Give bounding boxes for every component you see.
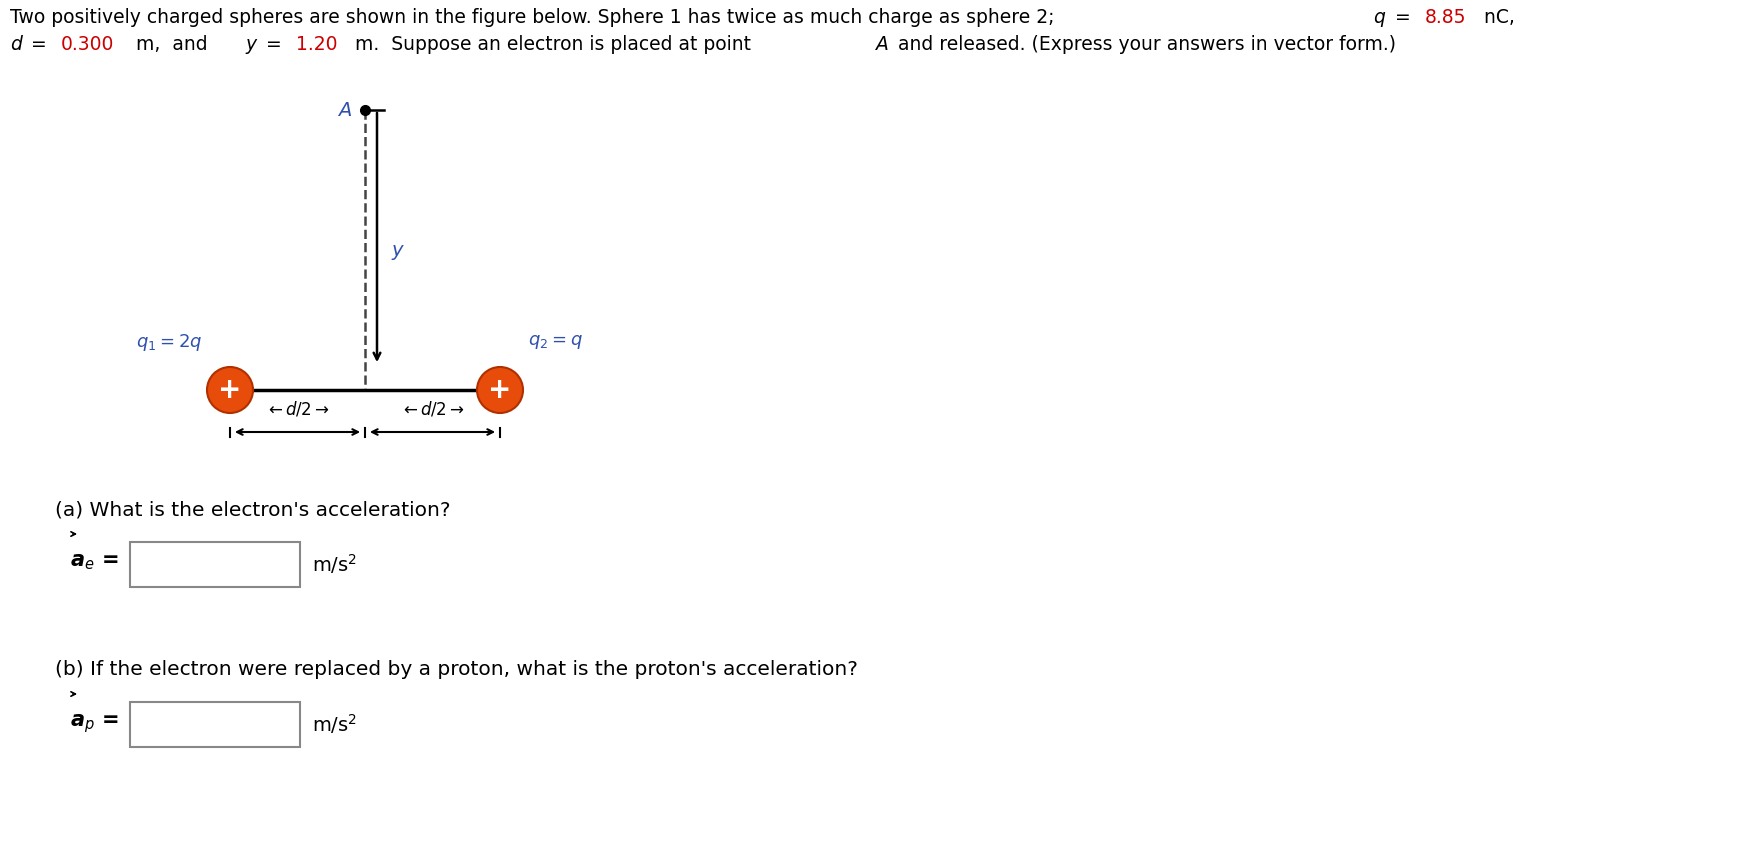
Text: =: = (26, 35, 52, 54)
Text: and released. (Express your answers in vector form.): and released. (Express your answers in v… (892, 35, 1397, 54)
Text: A: A (338, 100, 350, 120)
Text: d: d (10, 35, 23, 54)
Text: nC,: nC, (1477, 8, 1516, 27)
Text: $\mathrm{m/s^2}$: $\mathrm{m/s^2}$ (312, 552, 357, 577)
Bar (131, 702, 300, 747)
Text: $\boldsymbol{a}_e$ =: $\boldsymbol{a}_e$ = (70, 552, 118, 572)
Text: $\leftarrow d/2 \rightarrow$: $\leftarrow d/2 \rightarrow$ (401, 399, 465, 418)
Text: 1.20: 1.20 (296, 35, 338, 54)
Text: A: A (876, 35, 888, 54)
Text: =: = (1388, 8, 1416, 27)
Circle shape (477, 367, 523, 413)
Text: +: + (218, 376, 242, 404)
Text: m,  and: m, and (131, 35, 219, 54)
Bar (131, 542, 300, 587)
Text: $\mathrm{m/s^2}$: $\mathrm{m/s^2}$ (312, 712, 357, 737)
Circle shape (207, 367, 253, 413)
Text: 8.85: 8.85 (1425, 8, 1465, 27)
Text: $\boldsymbol{a}_p$ =: $\boldsymbol{a}_p$ = (70, 712, 118, 735)
Text: (b) If the electron were replaced by a proton, what is the proton's acceleration: (b) If the electron were replaced by a p… (56, 660, 857, 679)
Text: +: + (488, 376, 512, 404)
Text: m.  Suppose an electron is placed at point: m. Suppose an electron is placed at poin… (350, 35, 758, 54)
Text: $\leftarrow d/2 \rightarrow$: $\leftarrow d/2 \rightarrow$ (265, 399, 329, 418)
Text: (a) What is the electron's acceleration?: (a) What is the electron's acceleration? (56, 500, 451, 519)
Text: y: y (390, 241, 402, 259)
Text: =: = (260, 35, 287, 54)
Text: $q_1 = 2q$: $q_1 = 2q$ (136, 332, 202, 353)
Text: q: q (1373, 8, 1385, 27)
Text: Two positively charged spheres are shown in the figure below. Sphere 1 has twice: Two positively charged spheres are shown… (10, 8, 1066, 27)
Text: $q_2 = q$: $q_2 = q$ (528, 333, 584, 351)
Text: 0.300: 0.300 (61, 35, 115, 54)
Text: y: y (246, 35, 256, 54)
